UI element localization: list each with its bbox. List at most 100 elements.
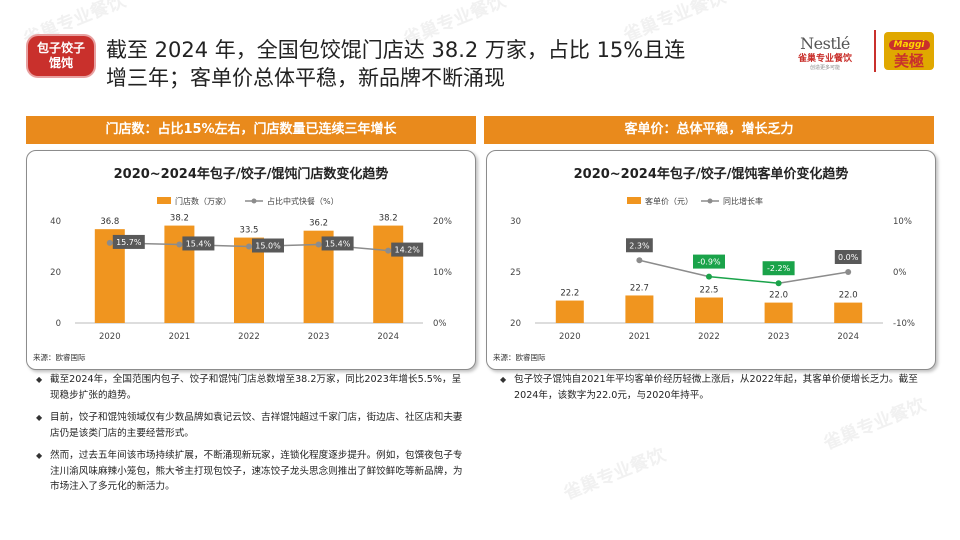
legend-swatch-bar — [157, 197, 171, 204]
nestle-logo-text: Nestlé — [800, 34, 850, 53]
nestle-logo-subtitle: 雀巢专业餐饮 — [797, 54, 852, 64]
y-axis-tick-label: 25 — [510, 268, 521, 278]
bar-data-label: 22.2 — [560, 289, 579, 299]
line-data-label-box — [762, 261, 795, 276]
x-axis-tick-label: 2022 — [238, 332, 260, 342]
x-axis-tick-label: 2023 — [768, 332, 790, 342]
page-title-line1: 截至 2024 年，全国包饺馄门店达 38.2 万家，占比 15%且连 — [106, 38, 686, 62]
right-section-header: 客单价：总体平稳，增长乏力 — [484, 116, 934, 144]
bar-data-label: 22.0 — [839, 291, 858, 301]
chart-title: 2020~2024年包子/饺子/馄饨门店数变化趋势 — [113, 167, 389, 182]
bar-data-label: 36.8 — [100, 217, 119, 227]
store-count-chart: 门店数（万家） 占比中式快餐（%） 0 20 40 0% 10% 20% 36.8 2020 38.… — [50, 196, 452, 342]
bar — [555, 300, 584, 323]
line-point — [315, 241, 322, 248]
legend-label: 占比中式快餐（%） — [267, 196, 339, 206]
right-bullet-list: 包子饺子馄饨自2021年平均客单价经历轻微上涨后，从2022年起，其客单价便增长… — [500, 372, 932, 410]
line-data-label: 15.4% — [325, 239, 351, 248]
avg-price-chart-panel: 2020~2024年包子/饺子/馄饨客单价变化趋势 客单价（元） 同比增长率 20 2… — [486, 150, 936, 370]
store-count-chart-panel: 2020~2024年包子/饺子/馄饨门店数变化趋势 门店数（万家） 占比中式快餐（… — [26, 150, 476, 370]
y2-axis-tick-label: 20% — [433, 217, 452, 227]
line-point — [176, 241, 183, 248]
line-data-label: -0.9% — [697, 258, 721, 267]
bar-data-label: 22.0 — [769, 291, 788, 301]
bar-data-label: 38.2 — [170, 214, 189, 224]
series-line-segment — [639, 259, 710, 278]
line-point — [845, 269, 852, 275]
y-axis-tick-label: 20 — [50, 268, 61, 278]
maggi-logo-text: Maggi — [888, 40, 930, 50]
x-axis-tick-label: 2022 — [698, 332, 720, 342]
bar — [695, 297, 723, 323]
line-data-label-box — [693, 254, 725, 269]
category-tag: 包子饺子 馄饨 — [28, 36, 94, 76]
line-data-label-box — [182, 236, 215, 251]
legend-label: 同比增长率 — [723, 196, 763, 206]
source-label: 来源：欧睿国际 — [493, 353, 546, 362]
x-axis-tick-label: 2024 — [837, 332, 859, 342]
line-data-label-box — [321, 236, 354, 251]
bar-data-label: 22.7 — [630, 283, 649, 293]
line-point — [246, 243, 252, 250]
line-point — [385, 247, 392, 254]
series-line-segment — [778, 271, 849, 284]
y2-axis-tick-label: 0% — [893, 268, 907, 278]
legend-label: 门店数（万家） — [175, 196, 231, 206]
x-axis-tick-label: 2020 — [99, 332, 121, 342]
y2-axis-tick-label: 10% — [433, 268, 452, 278]
line-point — [775, 280, 782, 287]
left-section-header: 门店数：占比15%左右，门店数量已连续三年增长 — [26, 116, 476, 144]
y-axis-tick-label: 20 — [510, 319, 521, 329]
legend-swatch-bar — [627, 197, 641, 204]
y2-axis-tick-label: -10% — [893, 319, 915, 329]
logo-divider — [874, 30, 876, 72]
avg-price-chart: 客单价（元） 同比增长率 20 25 30 -10% 0% 10% 22.2 2020 22.7 20… — [510, 196, 915, 342]
legend-swatch-marker — [707, 198, 713, 204]
x-axis-tick-label: 2021 — [169, 332, 191, 342]
bar-data-label: 22.5 — [700, 286, 719, 296]
left-bullet-list: 截至2024年，全国范围内包子、饺子和馄饨门店总数增至38.2万家，同比2023… — [36, 372, 468, 502]
line-point — [706, 273, 712, 280]
bar — [373, 225, 404, 323]
y-axis-tick-label: 30 — [510, 217, 521, 227]
maggi-logo-chinese: 美極 — [893, 52, 924, 70]
line-data-label: 2.3% — [629, 241, 650, 250]
line-data-label-box — [252, 238, 284, 253]
line-data-label: 15.7% — [116, 238, 142, 247]
bullet-item: 包子饺子馄饨自2021年平均客单价经历轻微上涨后，从2022年起，其客单价便增长… — [500, 372, 932, 403]
x-axis-tick-label: 2023 — [308, 332, 330, 342]
line-data-label: -2.2% — [767, 264, 791, 273]
y2-axis-tick-label: 0% — [433, 319, 447, 329]
nestle-logo-slogan: 创造更多可能 — [809, 65, 840, 71]
line-point — [106, 239, 113, 246]
legend-swatch-marker — [251, 198, 257, 204]
line-data-label: 15.0% — [255, 242, 281, 251]
bar — [625, 295, 654, 323]
bullet-item: 截至2024年，全国范围内包子、饺子和馄饨门店总数增至38.2万家，同比2023… — [36, 372, 468, 403]
legend-label: 客单价（元） — [645, 196, 693, 206]
line-data-label: 15.4% — [186, 239, 212, 248]
bar — [764, 302, 793, 323]
line-data-label: 14.2% — [394, 246, 420, 255]
series-line-segment — [708, 275, 779, 284]
y2-axis-tick-label: 10% — [893, 217, 912, 227]
bullet-item: 然而，过去五年间该市场持续扩展，不断涌现新玩家，连锁化程度逐步提升。例如，包馔夜… — [36, 448, 468, 495]
x-axis-tick-label: 2020 — [559, 332, 581, 342]
bar-data-label: 38.2 — [379, 214, 398, 224]
line-data-label-box — [391, 242, 424, 257]
bar — [834, 302, 863, 323]
bar-data-label: 36.2 — [309, 219, 328, 229]
line-data-label-box — [834, 250, 862, 264]
bullet-item: 目前，饺子和馄饨领域仅有少数品牌如袁记云饺、吉祥馄饨超过千家门店，街边店、社区店… — [36, 410, 468, 441]
x-axis-tick-label: 2021 — [629, 332, 651, 342]
y-axis-tick-label: 0 — [56, 319, 61, 329]
chart-title: 2020~2024年包子/饺子/馄饨客单价变化趋势 — [573, 167, 849, 182]
y-axis-tick-label: 40 — [50, 217, 61, 227]
page-title: 截至 2024 年，全国包饺馄门店达 38.2 万家，占比 15%且连 增三年；… — [106, 36, 766, 92]
line-data-label-box — [626, 238, 653, 253]
source-label: 来源：欧睿国际 — [33, 353, 86, 362]
bar-data-label: 33.5 — [240, 226, 259, 236]
x-axis-tick-label: 2024 — [377, 332, 399, 342]
line-data-label: 0.0% — [838, 253, 859, 262]
line-data-label-box — [112, 234, 145, 249]
